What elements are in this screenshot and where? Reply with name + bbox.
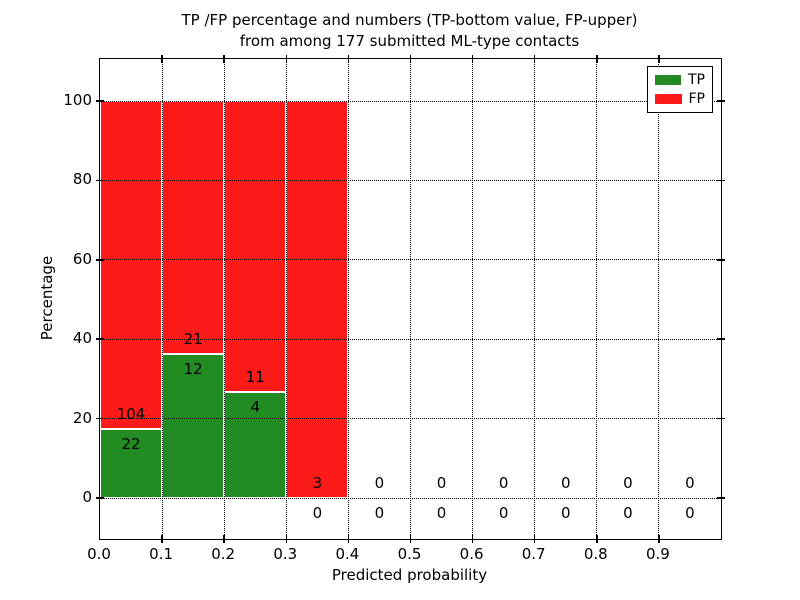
x-tick-mark-bottom — [409, 535, 412, 543]
y-tick-mark-right — [717, 100, 725, 102]
bar-count-label-fp: 3 — [312, 474, 323, 492]
gridline-x — [285, 59, 287, 539]
y-tick-mark-right — [717, 179, 725, 182]
bar-count-label-fp: 0 — [374, 474, 385, 492]
bar-fp — [224, 101, 287, 393]
x-tick-label: 0.1 — [149, 545, 174, 563]
gridline-x — [347, 59, 349, 539]
legend-swatch-tp-icon — [655, 75, 681, 86]
x-tick-mark-top — [533, 55, 536, 63]
x-tick-mark-top — [409, 55, 412, 63]
x-tick-mark-top — [596, 55, 598, 63]
x-tick-label: 0.9 — [645, 545, 670, 563]
gridline-x — [410, 59, 411, 539]
bar-count-label-tp: 0 — [685, 504, 695, 522]
bar-tp — [224, 392, 287, 498]
legend: TP FP — [647, 66, 713, 113]
x-tick-mark-bottom — [285, 535, 288, 543]
y-tick-label: 20 — [72, 408, 92, 427]
bar-fp — [286, 101, 349, 498]
y-tick-mark-right — [717, 338, 725, 340]
y-tick-mark-left — [96, 179, 104, 182]
bar-count-label-tp: 0 — [560, 504, 571, 522]
x-tick-mark-bottom — [596, 535, 598, 543]
chart-title-line2: from among 177 submitted ML-type contact… — [239, 32, 580, 50]
plot-area: 104 22 21 12 11 4 3 0 0 0 0 0 0 0 0 0 0 0 0 0 — [96, 55, 725, 543]
x-tick-mark-bottom — [223, 535, 225, 543]
x-tick-label: 0.5 — [397, 545, 422, 563]
bar-count-label-tp: 4 — [250, 398, 260, 417]
y-axis-label: Percentage — [38, 255, 56, 341]
x-tick-label: 0.3 — [273, 545, 298, 563]
x-tick-label: 0.0 — [87, 545, 111, 563]
bar-count-label-tp: 0 — [498, 504, 509, 522]
gridline-x — [161, 59, 163, 539]
y-tick-label: 80 — [72, 170, 92, 189]
y-tick-label: 0 — [82, 488, 92, 506]
y-tick-mark-right — [717, 497, 725, 499]
x-tick-mark-bottom — [471, 535, 474, 543]
x-tick-mark-top — [471, 55, 474, 63]
legend-swatch-fp-icon — [655, 93, 682, 104]
x-tick-mark-top — [347, 55, 350, 63]
bar-count-label-tp: 0 — [312, 504, 323, 522]
bar-count-label-fp: 0 — [560, 474, 571, 492]
x-tick-mark-bottom — [658, 535, 660, 543]
x-tick-label: 0.8 — [583, 545, 608, 563]
y-tick-label: 100 — [63, 91, 92, 109]
y-tick-mark-left — [96, 417, 104, 420]
gridline-x — [596, 59, 598, 539]
gridline-x — [472, 59, 474, 539]
bar-count-label-fp: 21 — [183, 329, 203, 348]
y-tick-mark-left — [96, 100, 104, 102]
bar-count-label-fp: 0 — [685, 474, 695, 492]
bar-count-label-fp: 0 — [623, 474, 633, 492]
gridline-x — [534, 59, 536, 539]
gridline-x — [223, 59, 225, 539]
legend-label-fp: FP — [688, 90, 706, 107]
legend-item-fp: FP — [655, 92, 705, 106]
y-tick-mark-left — [96, 259, 104, 261]
bar-count-label-tp: 0 — [623, 504, 633, 522]
bar-count-label-tp: 0 — [436, 504, 447, 522]
x-tick-mark-top — [285, 55, 288, 63]
x-tick-label: 0.2 — [211, 545, 236, 563]
bar-tp — [162, 353, 225, 498]
y-tick-label: 40 — [72, 329, 92, 348]
x-axis-label: Predicted probability — [331, 566, 488, 584]
bar-fp — [162, 101, 225, 354]
bar-count-label-tp: 12 — [183, 359, 203, 378]
bar-count-label-tp: 0 — [374, 504, 385, 522]
bar-count-label-fp: 104 — [116, 404, 146, 423]
bar-count-label-fp: 11 — [245, 368, 265, 387]
x-tick-mark-top — [658, 55, 660, 63]
chart-title: TP /FP percentage and numbers (TP-bottom… — [99, 10, 720, 52]
bar-tp — [100, 428, 163, 498]
x-tick-mark-bottom — [161, 535, 163, 543]
legend-label-tp: TP — [688, 72, 705, 89]
bar-count-label-tp: 22 — [121, 434, 141, 453]
x-tick-label: 0.6 — [459, 545, 484, 563]
bar-fp — [100, 101, 163, 429]
legend-item-tp: TP — [655, 73, 705, 87]
y-tick-mark-right — [717, 259, 725, 261]
x-tick-mark-bottom — [347, 535, 350, 543]
y-tick-label: 60 — [72, 249, 92, 268]
x-tick-mark-top — [161, 55, 163, 63]
x-tick-mark-top — [223, 55, 225, 63]
y-tick-mark-left — [96, 497, 104, 499]
gridline-x — [658, 59, 660, 539]
x-tick-label: 0.7 — [521, 545, 546, 563]
bar-count-label-fp: 0 — [498, 474, 509, 492]
x-tick-mark-bottom — [533, 535, 536, 543]
y-tick-mark-right — [717, 417, 725, 420]
x-tick-label: 0.4 — [335, 545, 360, 563]
y-tick-mark-left — [96, 338, 104, 340]
bar-count-label-fp: 0 — [436, 474, 447, 492]
chart-title-line1: TP /FP percentage and numbers (TP-bottom… — [181, 11, 638, 29]
